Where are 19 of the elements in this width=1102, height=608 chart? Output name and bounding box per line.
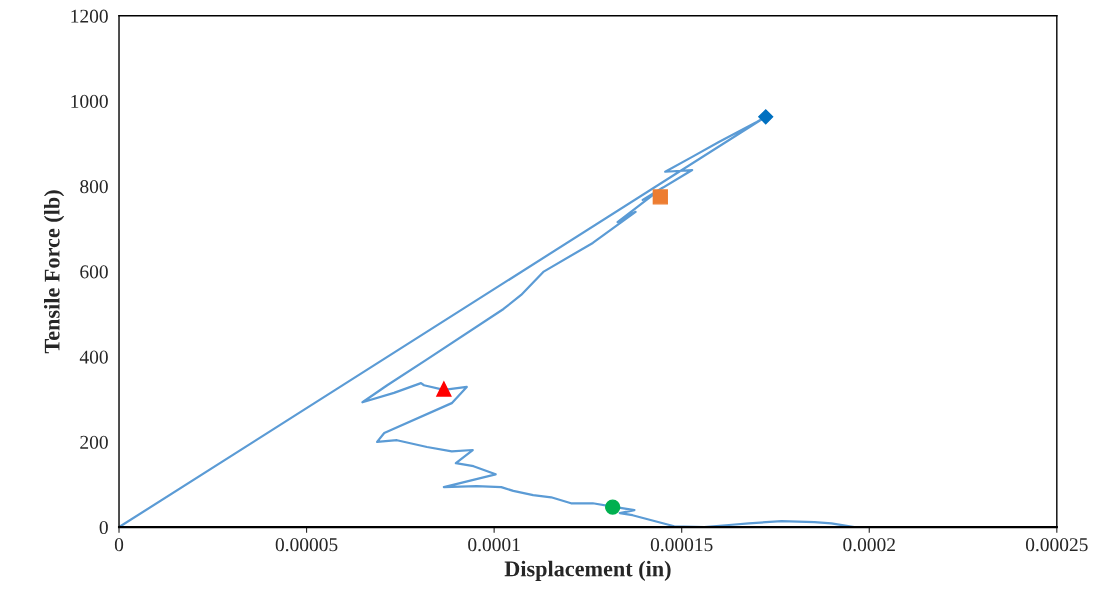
y-tick-label: 400 [79,350,108,364]
y-tick-label: 800 [80,180,108,194]
x-tick-label: 0.00005 [275,538,338,552]
x-axis-title: Displacement (in) [504,560,671,581]
point [652,189,668,205]
point [436,381,452,397]
y-tick-label: 0 [99,520,108,535]
x-tick-label: 0 [114,538,124,552]
point [605,499,621,515]
y-tick-label: 600 [80,265,108,279]
y-tick-label: 200 [80,435,108,449]
x-tick-label: 0.00025 [1025,538,1088,552]
y-tick-label: 1200 [71,9,108,23]
y-tick-label: 1000 [71,94,108,108]
x-tick-label: 0.0001 [468,538,520,552]
point [758,109,774,125]
x-tick-label: 0.0002 [843,538,895,552]
y-axis-title: Tensile Force (lb) [44,190,65,354]
x-tick-label: 0.00015 [650,538,713,552]
